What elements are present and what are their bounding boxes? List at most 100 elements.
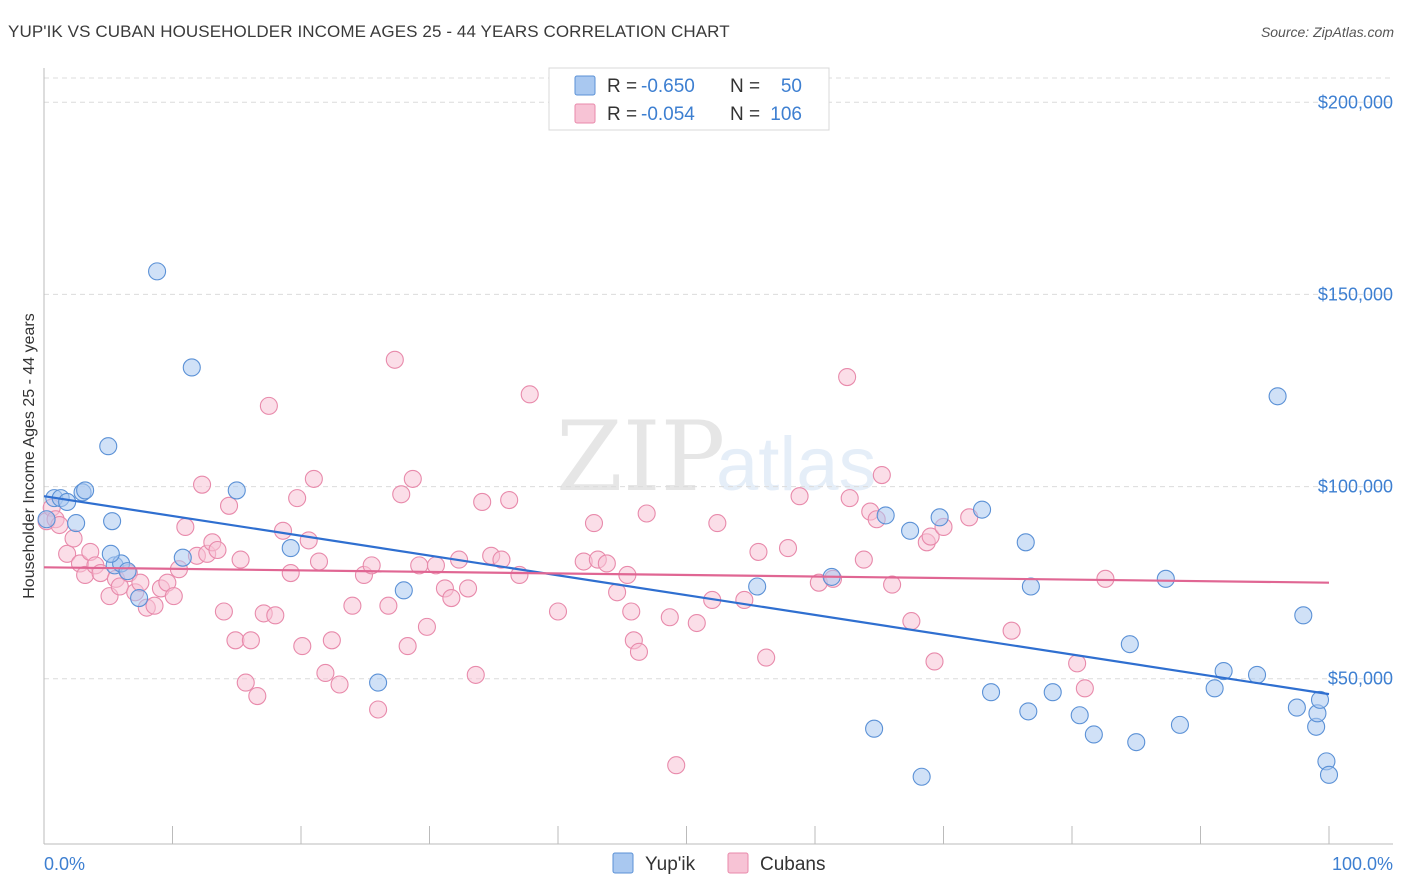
y-tick-label: $150,000	[1318, 284, 1393, 304]
cubans-r-label: R =	[607, 104, 637, 125]
cubans-point	[548, 602, 568, 621]
cubans-point	[164, 587, 183, 606]
legend-cubans-swatch	[727, 852, 749, 874]
cubans-point	[176, 517, 195, 536]
cubans-point	[398, 637, 417, 656]
cubans-point	[466, 665, 485, 684]
yupik-point	[101, 544, 120, 563]
yupik-point	[1310, 690, 1330, 709]
cubans-point	[248, 686, 267, 706]
cubans-n-label: N =	[730, 104, 760, 125]
yupik-swatch	[574, 75, 596, 96]
cubans-point	[925, 652, 944, 671]
cubans-point	[266, 606, 285, 625]
cubans-point	[417, 617, 436, 636]
cubans-point	[304, 469, 323, 488]
cubans-point	[778, 539, 798, 558]
cubans-point	[208, 540, 227, 560]
yupik-point	[76, 481, 95, 500]
yupik-point	[1120, 635, 1139, 654]
yupik-n-label: N =	[730, 76, 760, 97]
yupik-point	[173, 548, 192, 567]
yupik-point	[972, 500, 992, 519]
cubans-point	[322, 631, 341, 650]
yupik-point	[394, 581, 413, 600]
cubans-point	[58, 544, 77, 563]
yupik-point	[1170, 715, 1189, 734]
stats-legend-box	[548, 67, 830, 131]
cubans-point	[708, 514, 727, 533]
cubans-point	[273, 521, 293, 540]
cubans-point	[838, 368, 857, 387]
cubans-point	[369, 700, 388, 719]
cubans-point	[637, 504, 656, 523]
x-tick-label-max: 100.0%	[1332, 854, 1393, 874]
cubans-point	[241, 631, 260, 650]
yupik-point	[227, 481, 246, 500]
yupik-point	[876, 506, 895, 525]
legend-yupik-swatch	[612, 852, 634, 874]
axes	[43, 68, 1393, 845]
yupik-point	[118, 562, 137, 581]
cubans-point	[330, 675, 349, 694]
yupik-point	[1070, 706, 1089, 725]
cubans-point	[236, 673, 255, 692]
cubans-point	[343, 596, 362, 615]
cubans-point	[584, 514, 604, 533]
y-tick-label: $100,000	[1318, 477, 1393, 497]
yupik-point	[930, 508, 949, 527]
cubans-point	[442, 588, 461, 608]
cubans-point	[902, 612, 921, 631]
yupik-point	[1156, 569, 1175, 588]
yupik-point	[281, 539, 300, 558]
yupik-r-label: R =	[607, 76, 637, 97]
yupik-point	[1294, 606, 1313, 625]
yupik-point	[912, 767, 931, 786]
yupik-point	[1268, 387, 1287, 406]
stats-legend: R = -0.650 N = 50 R = -0.054 N = 106	[548, 67, 830, 131]
yupik-point	[1019, 702, 1038, 721]
yupik-point	[1016, 533, 1035, 552]
cubans-point	[622, 602, 641, 621]
source-label: Source: ZipAtlas.com	[1260, 24, 1394, 40]
cubans-point	[288, 489, 307, 508]
cubans-point	[379, 596, 398, 615]
cubans-point	[854, 550, 873, 569]
cubans-point	[492, 550, 511, 569]
legend-cubans-label: Cubans	[760, 854, 826, 875]
cubans-point	[403, 469, 422, 488]
y-axis-title: Householder Income Ages 25 - 44 years	[21, 313, 38, 599]
cubans-point	[214, 602, 233, 621]
yupik-point	[1287, 698, 1306, 717]
yupik-point	[748, 577, 767, 596]
yupik-point	[1127, 733, 1146, 752]
cubans-point	[293, 637, 312, 656]
cubans-point	[687, 613, 706, 633]
yupik-point	[901, 521, 920, 540]
cubans-n-value: 106	[770, 104, 802, 125]
yupik-point	[865, 719, 884, 738]
cubans-point	[757, 648, 776, 667]
yupik-point	[1205, 679, 1224, 698]
cubans-point	[629, 642, 649, 661]
cubans-point	[458, 579, 478, 598]
yupik-r-value: -0.650	[641, 76, 695, 97]
cubans-point	[1075, 679, 1094, 698]
cubans-point	[316, 663, 335, 683]
gridlines	[44, 77, 1393, 680]
cubans-point	[193, 475, 212, 494]
cubans-point	[259, 396, 278, 415]
cubans-point	[749, 542, 768, 561]
yupik-point	[369, 673, 388, 692]
cubans-point	[790, 487, 809, 506]
cubans-point	[299, 531, 318, 550]
series-legend: Yup'ik Cubans	[612, 852, 826, 875]
cubans-point	[145, 596, 164, 615]
y-tick-labels: $50,000 $100,000 $150,000 $200,000	[1318, 92, 1393, 688]
yupik-trend-line	[43, 495, 1330, 696]
cubans-point	[921, 527, 940, 546]
yupik-point	[1021, 577, 1040, 596]
yupik-point	[37, 510, 56, 529]
yupik-points	[37, 262, 1339, 786]
